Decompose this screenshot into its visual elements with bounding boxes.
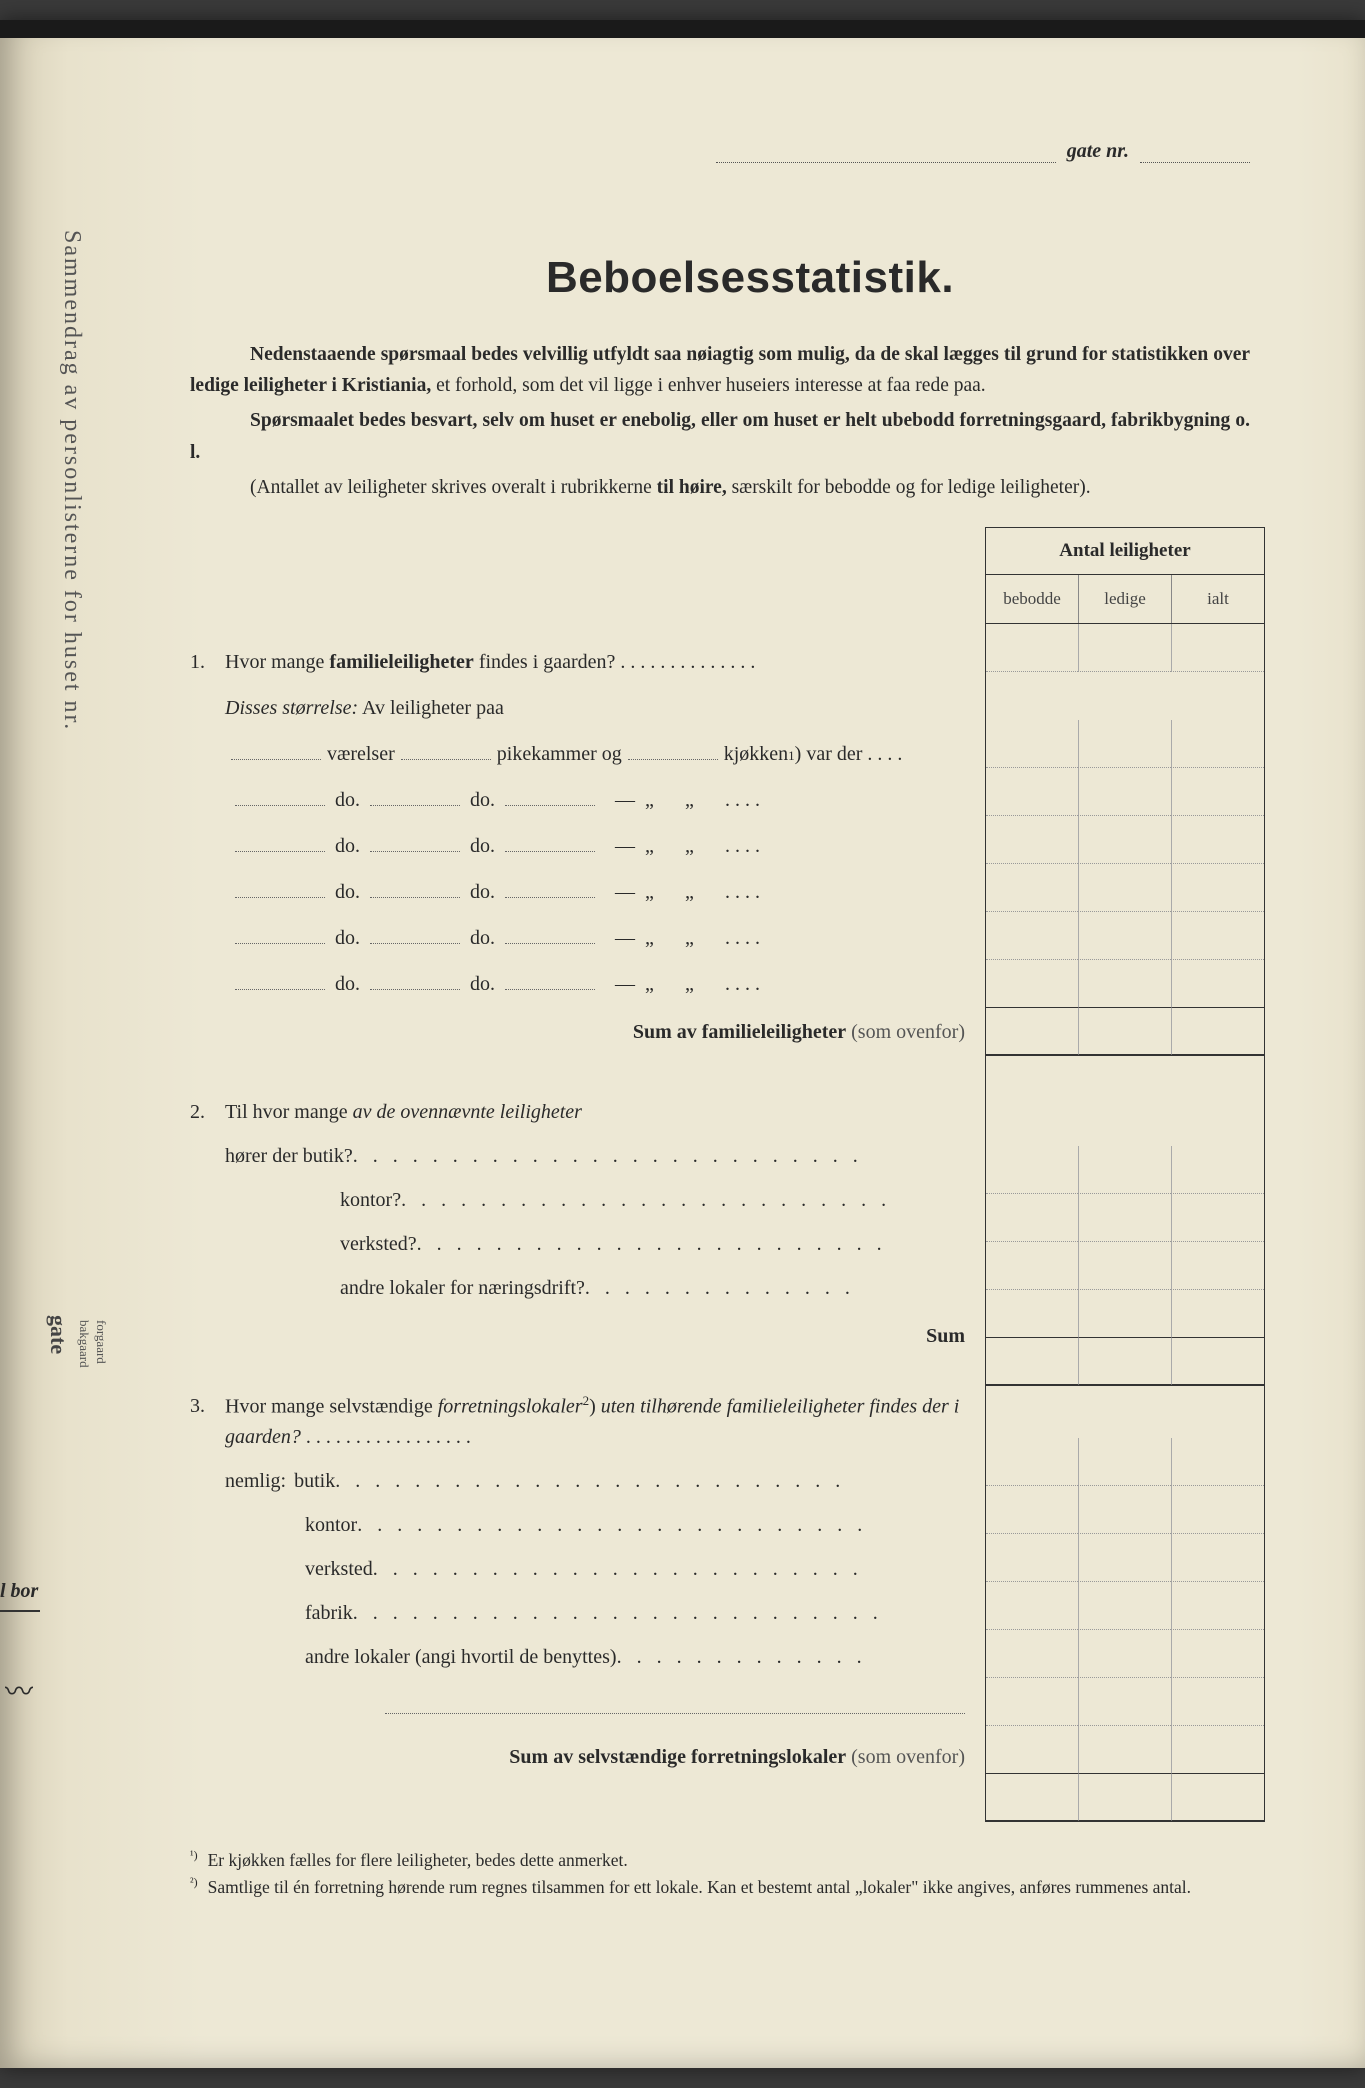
q3-line-verksted: verksted . . . . . . . . . . . . . . . .…: [305, 1554, 965, 1584]
table-row[interactable]: [986, 624, 1264, 672]
intro-p1: Nedenstaaende spørsmaal bedes velvillig …: [190, 339, 1250, 401]
question-1: 1. Hvor mange familieleiligheter findes …: [190, 647, 975, 1047]
table-row[interactable]: [986, 1534, 1264, 1582]
table-row[interactable]: [986, 1582, 1264, 1630]
q3-indent: kontor . . . . . . . . . . . . . . . . .…: [305, 1510, 965, 1714]
table-row[interactable]: [986, 1438, 1264, 1486]
q1-row-header: værelser pikekammer og kjøkken1) var der…: [225, 739, 965, 769]
question-3: 3. Hvor mange selvstændige forretningslo…: [190, 1391, 975, 1772]
q1-row-do-1: do. do. — „ „ . . . .: [225, 785, 965, 815]
q2-body: Til hvor mange av de ovennævnte leilighe…: [225, 1097, 965, 1303]
side-underline: [0, 1610, 40, 1612]
q3-nemlig: nemlig: butik . . . . . . . . . . . . . …: [225, 1466, 965, 1496]
table-row[interactable]: [986, 1290, 1264, 1338]
table-row[interactable]: [986, 816, 1264, 864]
intro-p2: Spørsmaalet bedes besvart, selv om huset…: [190, 405, 1250, 467]
q3-line-andre: andre lokaler (angi hvortil de benyttes)…: [305, 1642, 965, 1672]
q1-sum: Sum av familieleiligheter (som ovenfor): [190, 1017, 975, 1047]
q2-number: 2.: [190, 1097, 220, 1127]
table-row[interactable]: [986, 1194, 1264, 1242]
table-row-sum[interactable]: [986, 1338, 1264, 1386]
main-content: gate nr. Beboelsesstatistik. Nedenstaaen…: [190, 140, 1310, 1900]
q2-sum: Sum: [190, 1321, 975, 1351]
page-title: Beboelsesstatistik.: [190, 253, 1310, 303]
table-row[interactable]: [986, 1146, 1264, 1194]
col-bebodde: bebodde: [986, 575, 1078, 623]
q1-number: 1.: [190, 647, 220, 677]
side-gate-sublabel: forgaard bakgaard: [75, 1320, 109, 1368]
intro-p3: (Antallet av leiligheter skrives overalt…: [190, 472, 1250, 503]
questions-column: 1. Hvor mange familieleiligheter findes …: [190, 527, 975, 1822]
table-row-sum[interactable]: [986, 1008, 1264, 1056]
main-columns: 1. Hvor mange familieleiligheter findes …: [190, 527, 1310, 1822]
side-summary-label: Sammendrag av personlisterne for huset n…: [58, 230, 85, 731]
table-row[interactable]: [986, 768, 1264, 816]
col-ledige: ledige: [1078, 575, 1171, 623]
side-gate-label: gate: [45, 1315, 71, 1354]
intro-paragraphs: Nedenstaaende spørsmaal bedes velvillig …: [190, 339, 1250, 503]
footnote-1: ¹)Er kjøkken fælles for flere leilighete…: [190, 1846, 1250, 1873]
q1-row-do-2: do. do. — „ „ . . . .: [225, 831, 965, 861]
q3-line-fabrik: fabrik . . . . . . . . . . . . . . . . .…: [305, 1598, 965, 1628]
q2-line-verksted: verksted? . . . . . . . . . . . . . . . …: [340, 1229, 965, 1259]
gate-name-blank[interactable]: [716, 162, 1056, 163]
q3-sum: Sum av selvstændige forretningslokaler (…: [190, 1742, 975, 1772]
q3-blank-line[interactable]: [385, 1692, 965, 1714]
document-page: Sammendrag av personlisterne for huset n…: [0, 20, 1365, 2068]
q2-indent: kontor? . . . . . . . . . . . . . . . . …: [340, 1185, 965, 1303]
footnotes: ¹)Er kjøkken fælles for flere leilighete…: [190, 1846, 1250, 1900]
q1-row-do-3: do. do. — „ „ . . . .: [225, 877, 965, 907]
q1-subheading: Disses størrelse: Av leiligheter paa: [225, 693, 965, 723]
table-row-sum[interactable]: [986, 1774, 1264, 1822]
header-gate-field: gate nr.: [190, 140, 1310, 163]
table-row[interactable]: [986, 1630, 1264, 1678]
question-2: 2. Til hvor mange av de ovennævnte leili…: [190, 1097, 975, 1351]
table-row[interactable]: [986, 1678, 1264, 1726]
side-squiggle: 〰: [5, 1670, 33, 1710]
table-header-cols: bebodde ledige ialt: [985, 575, 1265, 624]
gate-nr-blank[interactable]: [1140, 162, 1250, 163]
table-header-title: Antal leiligheter: [985, 527, 1265, 575]
q2-line-butik: hører der butik? . . . . . . . . . . . .…: [225, 1141, 965, 1171]
q1-row-do-5: do. do. — „ „ . . . .: [225, 969, 965, 999]
table-row[interactable]: [986, 912, 1264, 960]
table-row[interactable]: [986, 720, 1264, 768]
table-row[interactable]: [986, 1726, 1264, 1774]
table-row[interactable]: [986, 1486, 1264, 1534]
q2-line-kontor: kontor? . . . . . . . . . . . . . . . . …: [340, 1185, 965, 1215]
table-body: [985, 624, 1265, 1822]
table-column: Antal leiligheter bebodde ledige ialt: [985, 527, 1265, 1822]
table-row[interactable]: [986, 864, 1264, 912]
q2-line-andre: andre lokaler for næringsdrift? . . . . …: [340, 1273, 965, 1303]
table-row[interactable]: [986, 960, 1264, 1008]
q3-number: 3.: [190, 1391, 220, 1421]
gate-nr-label: gate nr.: [1067, 140, 1129, 162]
col-ialt: ialt: [1171, 575, 1264, 623]
q3-line-kontor: kontor . . . . . . . . . . . . . . . . .…: [305, 1510, 965, 1540]
q1-body: Hvor mange familieleiligheter findes i g…: [225, 647, 965, 999]
side-bor-label: l bor: [0, 1580, 38, 1603]
q1-row-do-4: do. do. — „ „ . . . .: [225, 923, 965, 953]
footnote-2: ²)Samtlige til én forretning hørende rum…: [190, 1873, 1250, 1900]
q3-body: Hvor mange selvstændige forretningslokal…: [225, 1391, 965, 1714]
table-row[interactable]: [986, 1242, 1264, 1290]
